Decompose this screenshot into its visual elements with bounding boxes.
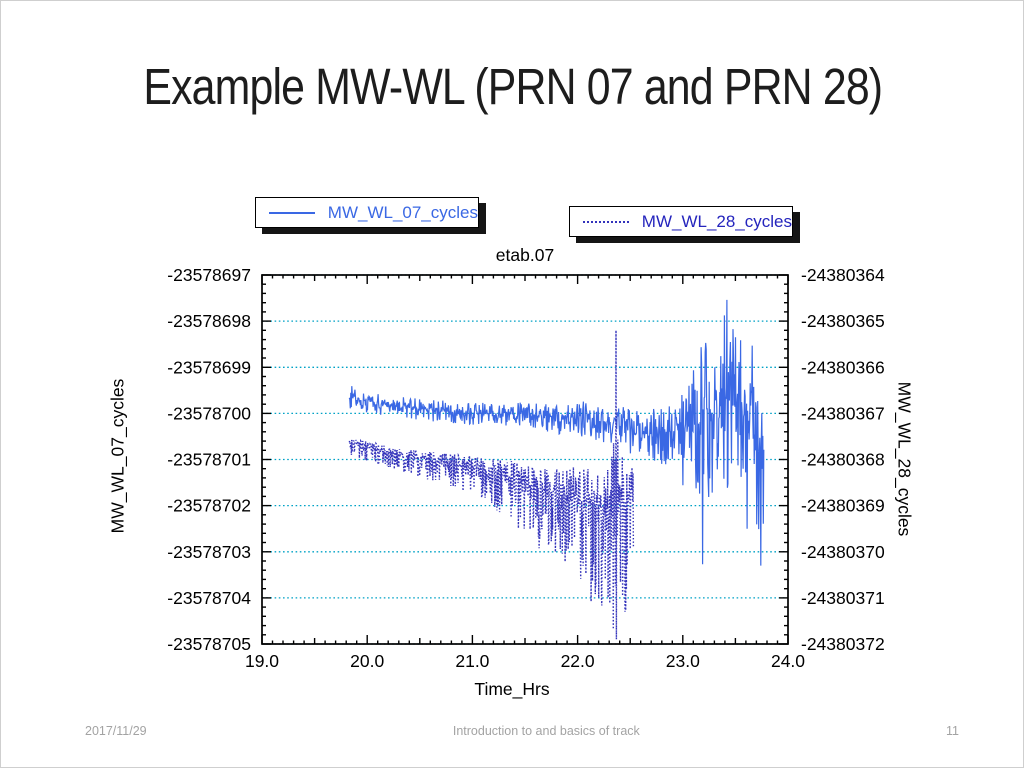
y-right-tick-label: -24380364 (801, 265, 885, 285)
y-right-tick-label: -24380368 (801, 450, 885, 470)
y-left-tick-label: -23578697 (167, 265, 251, 285)
footer-page-number: 11 (946, 724, 959, 738)
slide-title: Example MW-WL (PRN 07 and PRN 28) (1, 57, 1024, 119)
dotted-line-sample-icon (583, 220, 629, 223)
y-right-tick-label: -24380371 (801, 588, 885, 608)
y-right-tick-label: -24380367 (801, 403, 885, 423)
y-right-tick-label: -24380372 (801, 634, 885, 654)
x-tick-label: 19.0 (245, 651, 279, 671)
slide-footer: 2017/11/29 Introduction to and basics of… (1, 724, 1024, 738)
x-tick-label: 22.0 (561, 651, 595, 671)
x-tick-label: 21.0 (455, 651, 489, 671)
x-axis-title: Time_Hrs (474, 679, 550, 699)
chart-title: etab.07 (495, 245, 555, 265)
x-tick-label: 23.0 (666, 651, 700, 671)
y-right-tick-label: -24380369 (801, 496, 885, 516)
y-left-tick-label: -23578704 (167, 588, 251, 608)
y-right-tick-label: -24380370 (801, 542, 885, 562)
series-MW_WL_07_cycles (348, 299, 765, 566)
y-left-tick-label: -23578698 (167, 311, 251, 331)
y-left-tick-label: -23578703 (167, 542, 251, 562)
x-tick-label: 20.0 (350, 651, 384, 671)
y-right-axis-title: MW_WL_28_cycles (894, 381, 915, 537)
legend-label: MW_WL_07_cycles (327, 202, 478, 222)
legend-label: MW_WL_28_cycles (641, 211, 792, 231)
y-left-tick-label: -23578705 (167, 634, 251, 654)
slide-title-text: Example MW-WL (PRN 07 and PRN 28) (143, 58, 884, 115)
legend-box-mw-wl-28: MW_WL_28_cycles (569, 206, 793, 237)
footer-date: 2017/11/29 (85, 724, 147, 738)
y-left-tick-label: -23578702 (167, 496, 251, 516)
y-left-tick-label: -23578700 (167, 403, 251, 423)
y-left-axis-title: MW_WL_07_cycles (107, 378, 128, 534)
y-right-tick-label: -24380365 (801, 311, 885, 331)
series-MW_WL_28_cycles (348, 330, 635, 640)
y-right-tick-label: -24380366 (801, 357, 885, 377)
y-left-tick-label: -23578701 (167, 450, 251, 470)
y-left-tick-label: -23578699 (167, 357, 251, 377)
x-tick-label: 24.0 (771, 651, 805, 671)
footer-text: Introduction to and basics of track (452, 724, 640, 738)
legend-box-mw-wl-07: MW_WL_07_cycles (255, 197, 479, 228)
solid-line-sample-icon (269, 211, 315, 214)
